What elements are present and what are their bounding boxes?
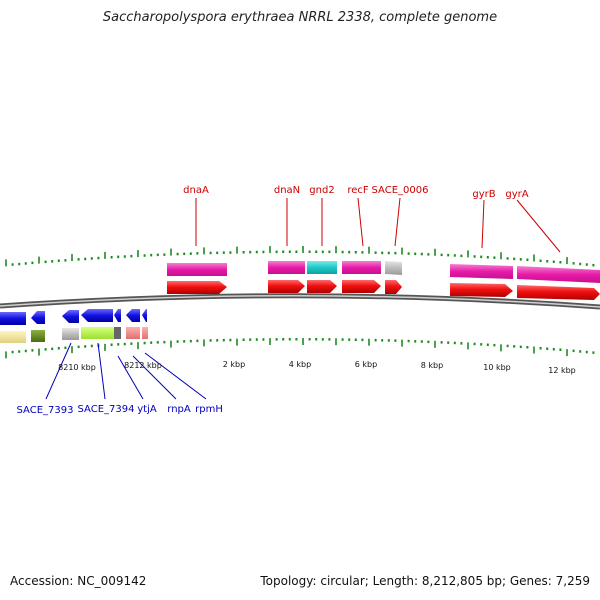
label-SACE_7394: SACE_7394 bbox=[78, 404, 135, 415]
gene-reverse-1[interactable] bbox=[0, 312, 26, 325]
leader-rnpA bbox=[132, 355, 177, 400]
leader-gyrB bbox=[481, 199, 485, 249]
label-gyrB: gyrB bbox=[472, 189, 495, 200]
gene-rpmH[interactable] bbox=[142, 309, 147, 322]
tick-row-top bbox=[5, 246, 595, 267]
gene-ytjA[interactable] bbox=[114, 309, 121, 322]
cds-reverse-1[interactable] bbox=[0, 331, 26, 343]
scale-label-8210kbp: 8210 kbp bbox=[58, 363, 96, 372]
gene-rnpA[interactable] bbox=[126, 309, 140, 322]
label-gyrA: gyrA bbox=[505, 189, 528, 200]
gene-gyrB[interactable] bbox=[450, 283, 513, 297]
label-recF: recF bbox=[347, 185, 369, 196]
label-dnaA: dnaA bbox=[183, 185, 209, 196]
cds-SACE_7394[interactable] bbox=[81, 327, 114, 339]
leader-rpmH bbox=[144, 352, 207, 400]
gene-SACE_0006[interactable] bbox=[385, 280, 402, 294]
scale-label-8212kbp: 8212 kbp bbox=[124, 361, 162, 370]
tick-row-bottom bbox=[5, 338, 595, 359]
scale-label-12kbp: 12 kbp bbox=[548, 366, 576, 375]
label-gnd2: gnd2 bbox=[309, 185, 334, 196]
genome-stats-text: Topology: circular; Length: 8,212,805 bp… bbox=[260, 574, 590, 588]
label-SACE_0006: SACE_0006 bbox=[372, 185, 429, 196]
genome-title: Saccharopolyspora erythraea NRRL 2338, c… bbox=[102, 10, 498, 25]
accession-text: Accession: NC_009142 bbox=[10, 574, 147, 588]
scale-label-4kbp: 4 kbp bbox=[289, 360, 311, 369]
label-rpmH: rpmH bbox=[195, 404, 223, 415]
scale-label-8kbp: 8 kbp bbox=[421, 361, 443, 370]
bottom-label-leaders bbox=[45, 342, 207, 400]
gene-SACE_7393[interactable] bbox=[62, 310, 79, 323]
cds-gnd2[interactable] bbox=[307, 261, 337, 274]
label-ytjA: ytjA bbox=[137, 404, 157, 415]
label-dnaN: dnaN bbox=[274, 185, 300, 196]
cds-SACE_0006[interactable] bbox=[385, 261, 402, 275]
cds-ytjA[interactable] bbox=[114, 327, 121, 339]
gene-dnaN[interactable] bbox=[268, 280, 305, 293]
cds-gyrA[interactable] bbox=[517, 266, 600, 283]
cds-dnaN[interactable] bbox=[268, 261, 305, 274]
gene-gyrA[interactable] bbox=[517, 285, 600, 300]
cds-rpmH[interactable] bbox=[142, 327, 148, 339]
leader-ytjA bbox=[117, 355, 144, 400]
cds-dnaA[interactable] bbox=[167, 263, 227, 276]
cds-recF[interactable] bbox=[342, 261, 381, 274]
leader-SACE_7393 bbox=[45, 342, 72, 400]
leader-gyrA bbox=[516, 199, 561, 253]
cds-SACE_7393[interactable] bbox=[62, 328, 79, 340]
gene-dnaA[interactable] bbox=[167, 281, 227, 294]
label-rnpA: rnpA bbox=[167, 404, 191, 415]
gene-reverse-2[interactable] bbox=[31, 311, 45, 324]
genome-backbone-highlight bbox=[0, 294, 600, 308]
leader-SACE_7394 bbox=[97, 342, 106, 400]
label-SACE_7393: SACE_7393 bbox=[17, 405, 74, 416]
scale-label-6kbp: 6 kbp bbox=[355, 360, 377, 369]
leader-SACE_0006 bbox=[394, 197, 401, 247]
scale-label-2kbp: 2 kbp bbox=[223, 360, 245, 369]
scale-label-10kbp: 10 kbp bbox=[483, 363, 511, 372]
cds-gyrB[interactable] bbox=[450, 264, 513, 279]
leader-recF bbox=[357, 197, 364, 247]
gene-SACE_7394[interactable] bbox=[81, 309, 113, 322]
gene-recF[interactable] bbox=[342, 280, 381, 293]
top-label-leaders bbox=[195, 197, 561, 253]
gene-gnd2[interactable] bbox=[307, 280, 337, 293]
cds-rnpA[interactable] bbox=[126, 327, 140, 339]
cds-reverse-2[interactable] bbox=[31, 330, 45, 342]
